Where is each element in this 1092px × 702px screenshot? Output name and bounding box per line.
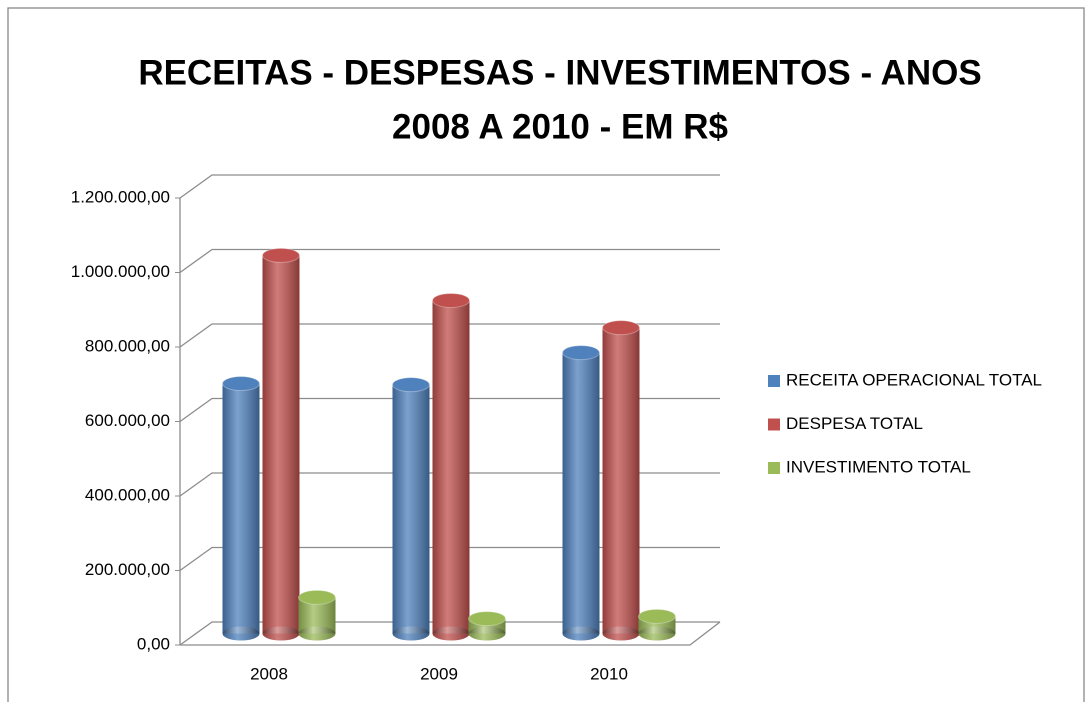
bar-top — [638, 608, 676, 624]
grid-line — [179, 174, 720, 199]
y-tick-label: 1.200.000,00 — [71, 187, 170, 206]
x-tick-label: 2010 — [590, 664, 628, 683]
bar-top — [392, 377, 430, 393]
bar-top — [432, 292, 470, 308]
grid-line — [179, 472, 720, 497]
grid-line — [179, 248, 720, 274]
y-tick-label: 400.000,00 — [85, 485, 170, 504]
bar-shade — [432, 300, 470, 634]
y-tick-label: 800.000,00 — [85, 336, 170, 355]
bar-top — [602, 320, 640, 336]
bar-top — [562, 345, 600, 361]
legend-label: DESPESA TOTAL — [786, 414, 923, 433]
legend-label: RECEITA OPERACIONAL TOTAL — [786, 370, 1042, 389]
y-tick-label: 1.000.000,00 — [71, 262, 170, 281]
bar-top — [298, 589, 336, 605]
grid-line — [179, 546, 720, 572]
legend-swatch — [768, 462, 780, 474]
chart-frame — [7, 7, 1085, 702]
grid-line — [179, 323, 720, 348]
legend-swatch — [768, 375, 780, 387]
y-tick-label: 600.000,00 — [85, 411, 170, 430]
bar-top — [468, 611, 506, 627]
legend-swatch — [768, 418, 780, 431]
chart-title: 2008 A 2010 - EM R$ — [392, 107, 728, 146]
chart-title: RECEITAS - DESPESAS - INVESTIMENTOS - AN… — [138, 53, 981, 92]
bar-shade — [562, 352, 600, 634]
bar-shade — [222, 383, 260, 634]
bar-top — [222, 376, 260, 392]
x-tick-label: 2009 — [420, 664, 458, 683]
y-tick-label: 200.000,00 — [85, 560, 170, 579]
floor-edge — [180, 621, 721, 646]
y-tick-label: 0,00 — [137, 634, 170, 653]
bar-shade — [392, 384, 430, 634]
bar-shade — [262, 255, 300, 634]
legend-label: INVESTIMENTO TOTAL — [786, 457, 971, 476]
bar-top — [262, 247, 300, 263]
grid-line — [179, 397, 720, 423]
grid-line — [179, 621, 720, 646]
bar-shade — [602, 327, 640, 634]
x-tick-label: 2008 — [250, 664, 288, 683]
